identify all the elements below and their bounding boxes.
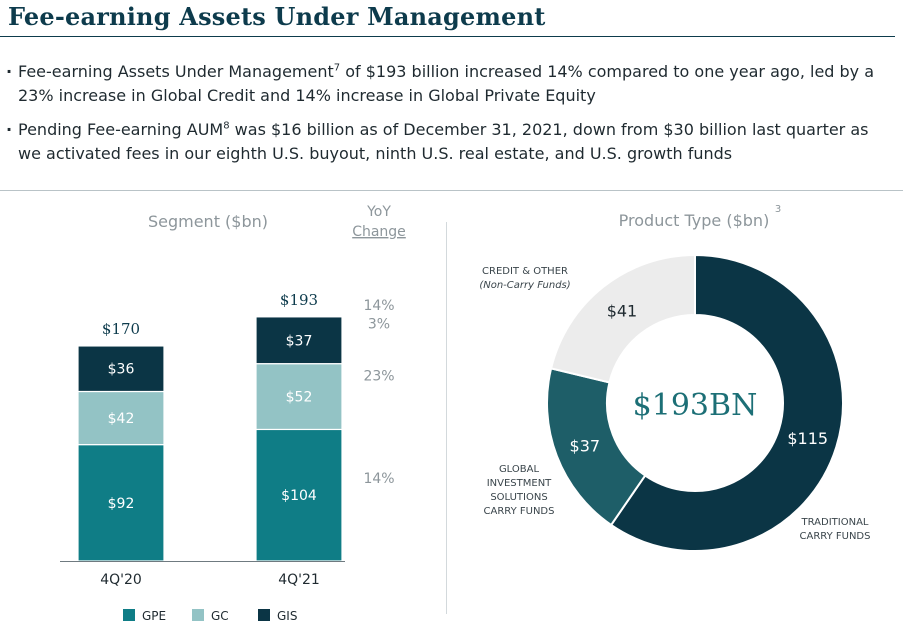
bar-label-gis-0: $36: [108, 362, 135, 378]
donut-slice-0: [609, 253, 844, 552]
bar-label-gpe-0: $92: [108, 496, 135, 512]
donut-value-label-1: $37: [570, 436, 601, 455]
bar-label-gpe-1: $104: [281, 488, 317, 504]
donut-value-label-2: $41: [607, 301, 638, 320]
donut-category-label-1-0: GLOBAL: [499, 464, 540, 475]
bar-segment-gis-1: [255, 316, 343, 365]
legend-label-gc: GC: [211, 609, 229, 623]
bullet-text-start: Pending Fee-earning AUM: [18, 120, 224, 139]
bar-segment-gpe-1: [255, 428, 343, 562]
donut-category-label-1-1: INVESTMENT: [487, 478, 552, 489]
yoy-header-line1: YoY: [366, 204, 391, 220]
bullet-item-pending-aum: Pending Fee-earning AUM8 was $16 billion…: [6, 118, 894, 166]
yoy-total: 14%: [363, 298, 394, 314]
bar-total-label-1: $193: [280, 291, 318, 309]
bar-segment-gis-0: [77, 345, 165, 393]
donut-category-label-1-2: SOLUTIONS: [490, 492, 547, 503]
legend-swatch-gc: [192, 609, 204, 621]
legend-label-gis: GIS: [277, 609, 297, 623]
category-label-0: 4Q'20: [100, 572, 142, 588]
bullet-text-end: was $16 billion as of December 31, 2021,…: [18, 120, 869, 163]
donut-category-label-2-0: CREDIT & OTHER: [482, 266, 568, 277]
title-rule: [0, 36, 895, 37]
bar-label-gc-1: $52: [286, 390, 313, 406]
bar-segment-gc-0: [77, 390, 165, 446]
donut-category-label-1-3: CARRY FUNDS: [484, 506, 555, 517]
donut-category-sublabel-2: (Non-Carry Funds): [479, 280, 570, 291]
product-chart-title-footnote: 3: [775, 204, 781, 215]
donut-slice-2: [549, 253, 696, 384]
donut-category-label-0-1: CARRY FUNDS: [800, 531, 871, 542]
donut-value-label-0: $115: [787, 429, 828, 448]
yoy-gis: 3%: [368, 316, 390, 332]
bar-label-gis-1: $37: [286, 333, 313, 349]
donut-center-label: $193BN: [633, 388, 758, 423]
legend-swatch-gpe: [123, 609, 135, 621]
yoy-header-line2: Change: [352, 224, 406, 240]
bar-label-gc-0: $42: [108, 411, 135, 427]
footnote-marker: 8: [223, 120, 230, 132]
bar-total-label-0: $170: [102, 320, 140, 338]
legend-label-gpe: GPE: [142, 609, 166, 623]
yoy-gpe: 14%: [363, 471, 394, 487]
category-label-1: 4Q'21: [278, 572, 320, 588]
page-title: Fee-earning Assets Under Management: [8, 2, 546, 31]
bullet-text-start: Fee-earning Assets Under Management: [18, 62, 334, 81]
bullet-text-end: of $193 billion increased 14% compared t…: [18, 62, 875, 105]
donut-category-label-0-0: TRADITIONAL: [801, 517, 869, 528]
chart-divider: [446, 222, 447, 614]
bar-segment-gpe-0: [77, 444, 165, 562]
yoy-gc: 23%: [363, 369, 394, 385]
footnote-marker: 7: [333, 62, 341, 74]
legend-swatch-gis: [258, 609, 270, 621]
product-chart-title: Product Type ($bn): [619, 211, 770, 230]
section-divider: [0, 190, 903, 191]
bullet-list: Fee-earning Assets Under Management7 of …: [6, 60, 894, 176]
bullet-item-aum: Fee-earning Assets Under Management7 of …: [6, 60, 894, 108]
segment-chart-title: Segment ($bn): [148, 212, 268, 231]
